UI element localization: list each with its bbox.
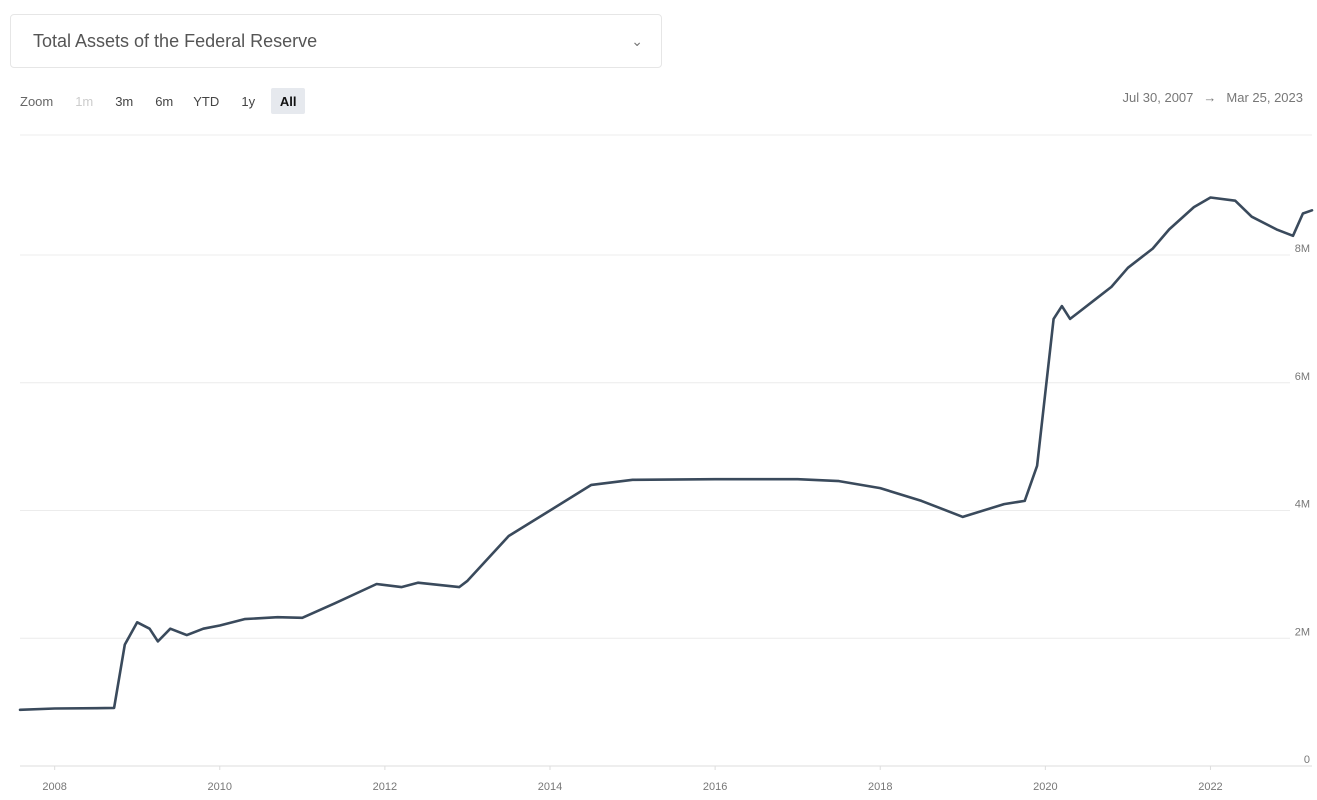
x-tick-label: 2014 [538, 781, 562, 793]
date-range-separator: → [1203, 90, 1217, 105]
x-tick-label: 2018 [868, 781, 892, 793]
series-line [18, 196, 1314, 712]
y-tick-label: 4M [1295, 499, 1310, 511]
dataset-select-label: Total Assets of the Federal Reserve [33, 30, 318, 51]
zoom-button-1m[interactable]: 1m [75, 93, 94, 109]
x-tick-label: 2012 [373, 781, 397, 793]
date-range-to[interactable]: Mar 25, 2023 [1226, 90, 1303, 105]
x-tick-label: 2010 [208, 781, 232, 793]
zoom-button-3m[interactable]: 3m [115, 93, 134, 109]
zoom-button-ytd[interactable]: YTD [193, 93, 220, 109]
dataset-select[interactable]: Total Assets of the Federal Reserve ⌄ [10, 14, 662, 68]
x-tick-label: 2020 [1033, 781, 1057, 793]
chevron-down-icon: ⌄ [631, 32, 643, 49]
y-tick-label: 2M [1295, 626, 1310, 638]
x-tick-label: 2016 [703, 781, 727, 793]
date-range-from[interactable]: Jul 30, 2007 [1122, 90, 1194, 105]
zoom-bar: Zoom 1m 3m 6m YTD 1y All [20, 86, 306, 116]
zoom-button-1y[interactable]: 1y [241, 93, 256, 109]
date-range: Jul 30, 2007 → Mar 25, 2023 [1123, 90, 1303, 105]
zoom-button-6m[interactable]: 6m [155, 93, 174, 109]
x-tick-label: 2008 [42, 781, 66, 793]
x-tick-label: 2022 [1198, 781, 1222, 793]
y-tick-label: 0 [1304, 754, 1310, 766]
y-tick-label: 8M [1295, 243, 1310, 255]
zoom-button-all[interactable]: All [271, 88, 306, 114]
y-tick-label: 6M [1295, 371, 1310, 383]
zoom-label: Zoom [20, 93, 54, 109]
